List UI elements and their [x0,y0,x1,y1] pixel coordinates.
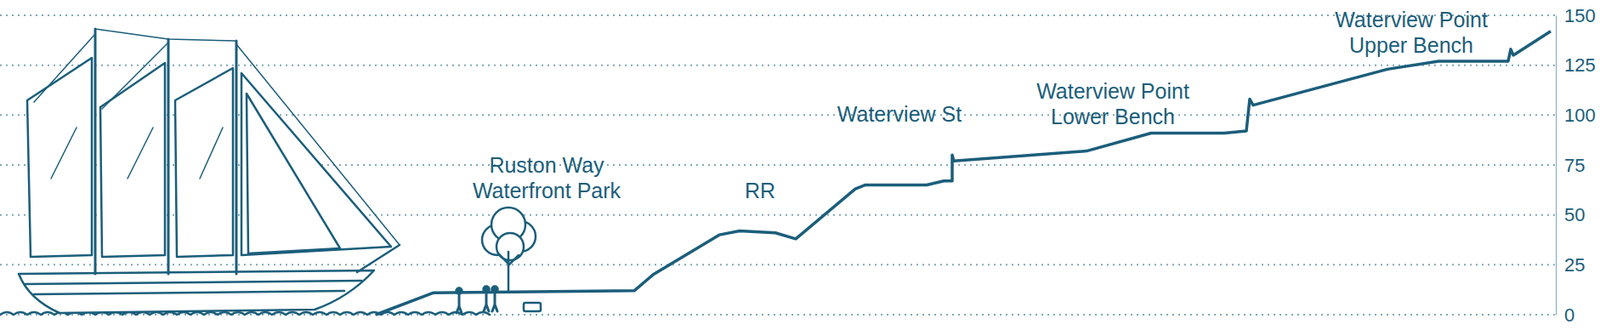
tick-label: 150 [1564,5,1596,27]
sail [27,57,92,257]
grid-line [0,263,1556,266]
y-axis: 0 25 50 75 100 125 150 [1555,5,1596,326]
grid-line [0,64,1556,67]
annotation: Lower Bench [1050,104,1175,129]
mast [167,39,171,274]
tick: 75 [1555,154,1585,176]
mast [94,28,97,274]
illustration [0,28,541,315]
annotation: Upper Bench [1349,33,1474,57]
tick-label: 0 [1564,304,1575,326]
tick-label: 100 [1564,104,1596,126]
annotation: Ruston Way [488,153,605,177]
tick-label: 50 [1564,204,1585,226]
sail [241,73,392,256]
person-body [492,292,498,312]
profile-line [375,31,1551,315]
sail [100,62,165,257]
tick: 0 [1555,304,1575,326]
tick-label: 125 [1564,54,1596,76]
sail [175,68,233,257]
ship-hull [18,270,375,313]
person-body [483,292,489,312]
rigging [34,28,400,245]
grid-line [0,14,1556,17]
person-body [456,294,462,313]
tick: 50 [1555,204,1585,226]
tick-label: 25 [1564,254,1585,276]
chart: 0 25 50 75 100 125 150 Ruston WayWaterfront Par… [0,0,1600,330]
tree-trunk [498,251,519,291]
annotation: Waterview Point [1036,79,1190,103]
mast [235,40,239,274]
tick-label: 75 [1564,154,1585,176]
person [492,286,499,313]
annotation: Waterview St [837,102,962,126]
plot-area [375,31,1551,315]
tick: 25 [1555,254,1585,276]
bench [523,302,541,312]
sail [246,93,341,254]
annotation: Waterfront Park [472,178,622,203]
tick: 125 [1555,54,1596,76]
tick: 150 [1555,5,1596,27]
person [483,286,490,313]
annotation: RR [744,178,776,203]
annotation: Waterview Point [1334,7,1488,32]
annotations: Ruston WayWaterfront Park RR Waterview St W… [472,7,1488,203]
grid [0,15,1556,315]
tick: 100 [1555,104,1596,126]
axis-line [1555,16,1557,316]
ship-stripe [25,280,362,295]
